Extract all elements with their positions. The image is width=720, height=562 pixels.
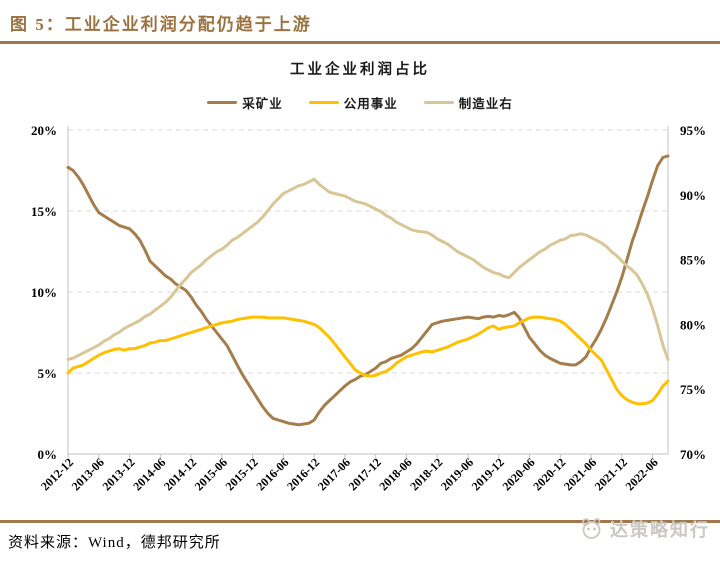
left-axis-tick-label: 15%	[31, 204, 57, 219]
x-axis-tick-label: 2020-06	[499, 455, 537, 493]
x-axis-tick-label: 2021-12	[592, 455, 630, 493]
right-axis-tick-label: 70%	[680, 447, 706, 462]
left-axis-tick-label: 5%	[38, 366, 58, 381]
right-axis-tick-label: 95%	[680, 123, 706, 138]
right-axis-tick-label: 90%	[680, 188, 706, 203]
x-axis-tick-label: 2014-06	[130, 455, 168, 493]
x-axis-tick-label: 2019-06	[438, 455, 476, 493]
x-axis-tick-label: 2016-12	[284, 455, 322, 493]
bottom-divider-line	[0, 520, 720, 523]
top-divider-line	[0, 41, 720, 44]
watermark-panda-logo-icon	[582, 518, 601, 539]
x-axis-tick-label: 2015-12	[223, 455, 261, 493]
x-axis-tick-label: 2014-12	[161, 455, 199, 493]
x-axis-tick-label: 2021-06	[561, 455, 599, 493]
mining-line-swatch-icon	[207, 100, 238, 105]
source-note: 资料来源：Wind，德邦研究所	[8, 535, 221, 551]
right-axis-tick-label: 75%	[680, 382, 706, 397]
manufacturing-line-swatch-icon	[423, 100, 454, 105]
x-axis-tick-label: 2013-12	[99, 455, 137, 493]
right-axis-tick-label: 80%	[680, 317, 706, 332]
chart-legend: 采矿业 公用事业 制造业右	[0, 93, 720, 112]
x-axis-tick-label: 2017-12	[346, 455, 384, 493]
x-axis-tick-label: 2019-12	[469, 455, 507, 493]
utilities-series-line	[66, 315, 670, 406]
legend-label-utilities: 公用事业	[343, 97, 398, 111]
figure-caption: 图 5：工业企业利润分配仍趋于上游	[10, 15, 312, 34]
legend-label-mining: 采矿业	[242, 97, 283, 111]
mining-series-line	[66, 154, 670, 427]
chart-title: 工业企业利润占比	[290, 62, 430, 78]
x-axis-tick-label: 2013-06	[69, 455, 107, 493]
x-axis-tick-label: 2018-12	[407, 455, 445, 493]
legend-item-utilities: 公用事业	[308, 93, 398, 112]
legend-label-manufacturing: 制造业右	[458, 97, 513, 111]
right-axis-tick-label: 85%	[680, 253, 706, 268]
left-axis-tick-label: 10%	[31, 285, 57, 300]
x-axis-tick-label: 2016-06	[253, 455, 291, 493]
left-axis-tick-label: 20%	[31, 123, 57, 138]
legend-item-mining: 采矿业	[207, 93, 283, 112]
watermark-text: 达策略知行	[610, 520, 710, 540]
x-axis-tick-label: 2017-06	[315, 455, 353, 493]
utilities-line-swatch-icon	[308, 100, 339, 105]
legend-item-manufacturing: 制造业右	[423, 93, 513, 112]
x-axis-tick-label: 2020-12	[530, 455, 568, 493]
watermark: 达策略知行	[580, 516, 710, 542]
x-axis-tick-label: 2018-06	[376, 455, 414, 493]
x-axis-tick-label: 2022-06	[623, 455, 661, 493]
x-axis-tick-label: 2015-06	[192, 455, 230, 493]
manufacturing-series-line	[66, 177, 670, 361]
left-axis-tick-label: 0%	[38, 447, 58, 462]
